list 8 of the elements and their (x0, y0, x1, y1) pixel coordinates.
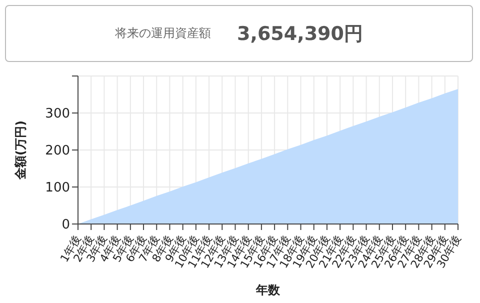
chart-subtitle: 3,654,390円 (237, 22, 363, 46)
y-tick-label: 200 (45, 144, 70, 159)
x-axis-title: 年数 (255, 283, 281, 297)
y-tick-label: 0 (62, 218, 70, 233)
y-axis-title: 金額(万円) (13, 120, 28, 180)
y-tick-label: 300 (45, 106, 70, 122)
y-tick-label: 100 (45, 180, 70, 196)
chart-title: 将来の運用資産額 (115, 25, 211, 42)
